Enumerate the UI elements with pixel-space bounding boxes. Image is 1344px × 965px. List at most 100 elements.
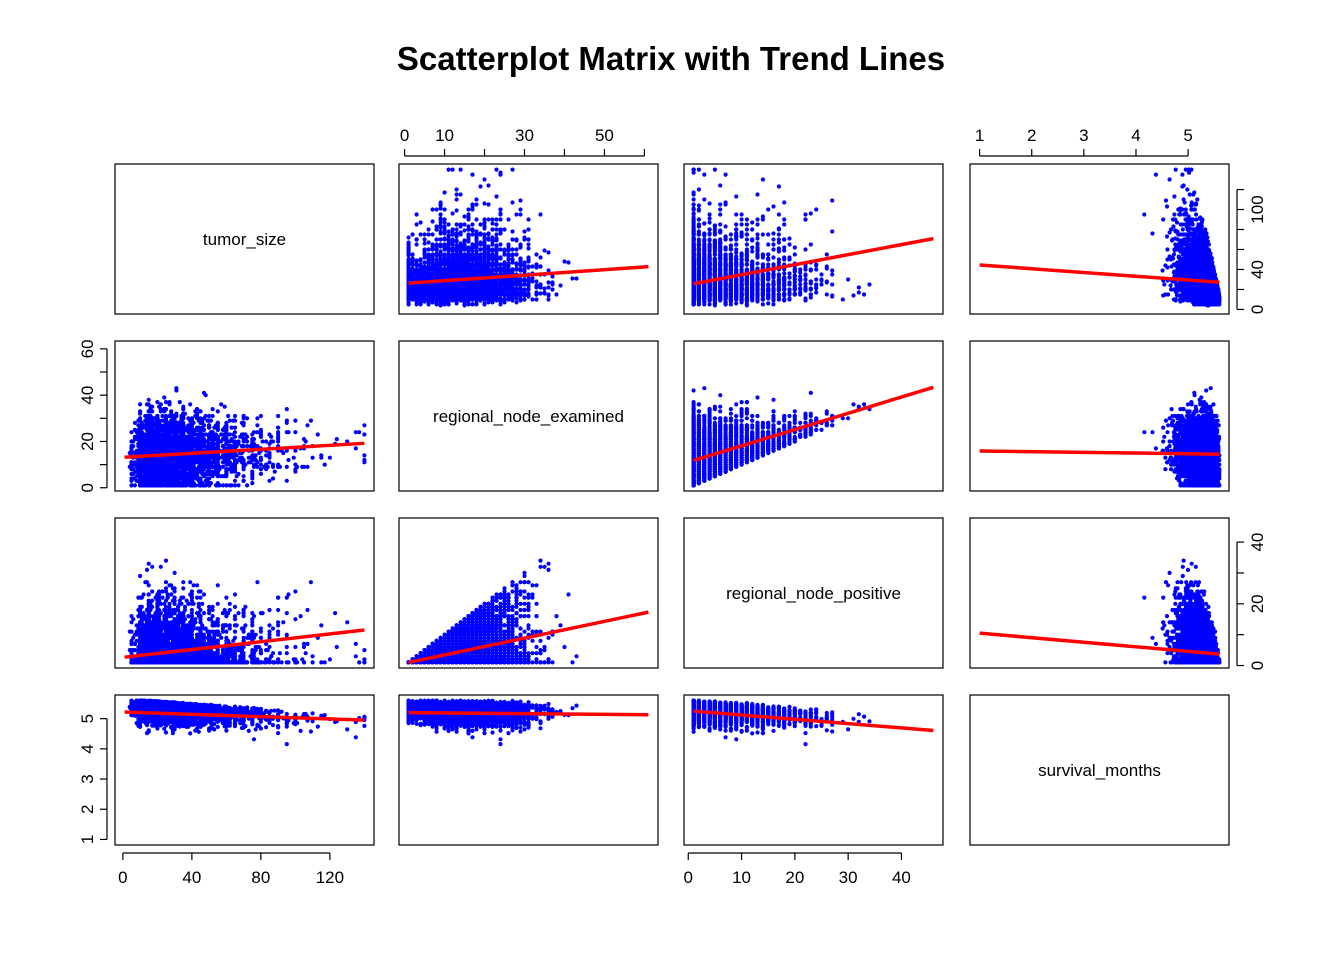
scatter-point (439, 206, 443, 210)
scatter-point (455, 227, 459, 231)
scatter-point (867, 282, 871, 286)
scatter-point (482, 267, 486, 271)
scatter-point (494, 168, 498, 172)
scatter-point (447, 246, 451, 250)
scatter-point (466, 247, 470, 251)
scatter-point (443, 300, 447, 304)
scatter-point (439, 244, 443, 248)
scatter-point (415, 242, 419, 246)
scatter-point (490, 267, 494, 271)
scatter-point (490, 227, 494, 231)
diagonal-label-tumor_size: tumor_size (203, 230, 286, 249)
scatter-point (466, 287, 470, 291)
scatter-point (514, 247, 518, 251)
scatter-point (526, 277, 530, 281)
scatter-point (443, 261, 447, 265)
scatter-point (455, 187, 459, 191)
scatter-point (470, 248, 474, 252)
scatter-point (494, 232, 498, 236)
scatter-point (494, 222, 498, 226)
scatter-point (494, 250, 498, 254)
scatter-point (427, 261, 431, 265)
scatter-point (411, 289, 415, 293)
scatter-point (510, 247, 514, 251)
scatter-point (439, 229, 443, 233)
scatter-point (478, 296, 482, 300)
scatter-point (502, 283, 506, 287)
scatter-point (451, 168, 455, 172)
scatter-point (486, 257, 490, 261)
scatter-point (490, 253, 494, 257)
scatter-point (542, 248, 546, 252)
scatter-point (439, 212, 443, 216)
scatter-point (439, 303, 443, 307)
scatter-point (546, 280, 550, 284)
scatter-point (439, 272, 443, 276)
scatter-point (447, 242, 451, 246)
scatter-point (431, 265, 435, 269)
scatter-point (462, 222, 466, 226)
scatter-point (439, 200, 443, 204)
scatter-point (435, 257, 439, 261)
scatter-point (431, 299, 435, 303)
scatter-point (443, 267, 447, 271)
scatter-point (447, 254, 451, 258)
scatter-point (514, 262, 518, 266)
scatter-point (506, 263, 510, 267)
scatter-point (550, 287, 554, 291)
scatter-point (482, 296, 486, 300)
scatter-point (514, 212, 518, 216)
scatter-point (466, 282, 470, 286)
scatter-point (518, 242, 522, 246)
scatter-point (466, 297, 470, 301)
scatter-point (526, 255, 530, 259)
scatter-point (474, 233, 478, 237)
scatter-point (502, 297, 506, 301)
scatter-point (522, 235, 526, 239)
scatter-point (407, 257, 411, 261)
scatter-point (482, 292, 486, 296)
scatter-point (459, 168, 463, 172)
scatter-point (526, 227, 530, 231)
scatter-point (478, 281, 482, 285)
scatter-point (486, 298, 490, 302)
scatter-point (793, 245, 797, 249)
scatter-point (830, 282, 834, 286)
scatter-point (486, 247, 490, 251)
scatter-point (435, 237, 439, 241)
scatter-point (490, 292, 494, 296)
scatter-point (423, 249, 427, 253)
scatter-point (510, 287, 514, 291)
scatter-point (415, 292, 419, 296)
scatter-point (459, 258, 463, 262)
scatter-point (498, 255, 502, 259)
scatter-point (494, 267, 498, 271)
scatter-point (518, 261, 522, 265)
scatter-point (439, 225, 443, 229)
scatter-point (478, 262, 482, 266)
scatter-point (478, 247, 482, 251)
scatter-point (459, 192, 463, 196)
scatter-point (462, 247, 466, 251)
scatter-point (447, 168, 451, 172)
scatter-point (435, 224, 439, 228)
scatter-point (443, 294, 447, 298)
scatter-point (482, 262, 486, 266)
scatter-point (530, 279, 534, 283)
scatter-point (466, 267, 470, 271)
scatter-point (506, 297, 510, 301)
scatter-point (415, 237, 419, 241)
scatter-point (494, 296, 498, 300)
scatter-point (478, 289, 482, 293)
scatter-point (415, 222, 419, 226)
scatter-point (814, 290, 818, 294)
scatter-point (510, 282, 514, 286)
scatter-point (498, 262, 502, 266)
scatter-point (522, 260, 526, 264)
scatter-point (514, 282, 518, 286)
scatter-point (431, 295, 435, 299)
scatter-point (451, 268, 455, 272)
scatter-point (478, 242, 482, 246)
scatter-point (502, 227, 506, 231)
scatter-point (486, 232, 490, 236)
